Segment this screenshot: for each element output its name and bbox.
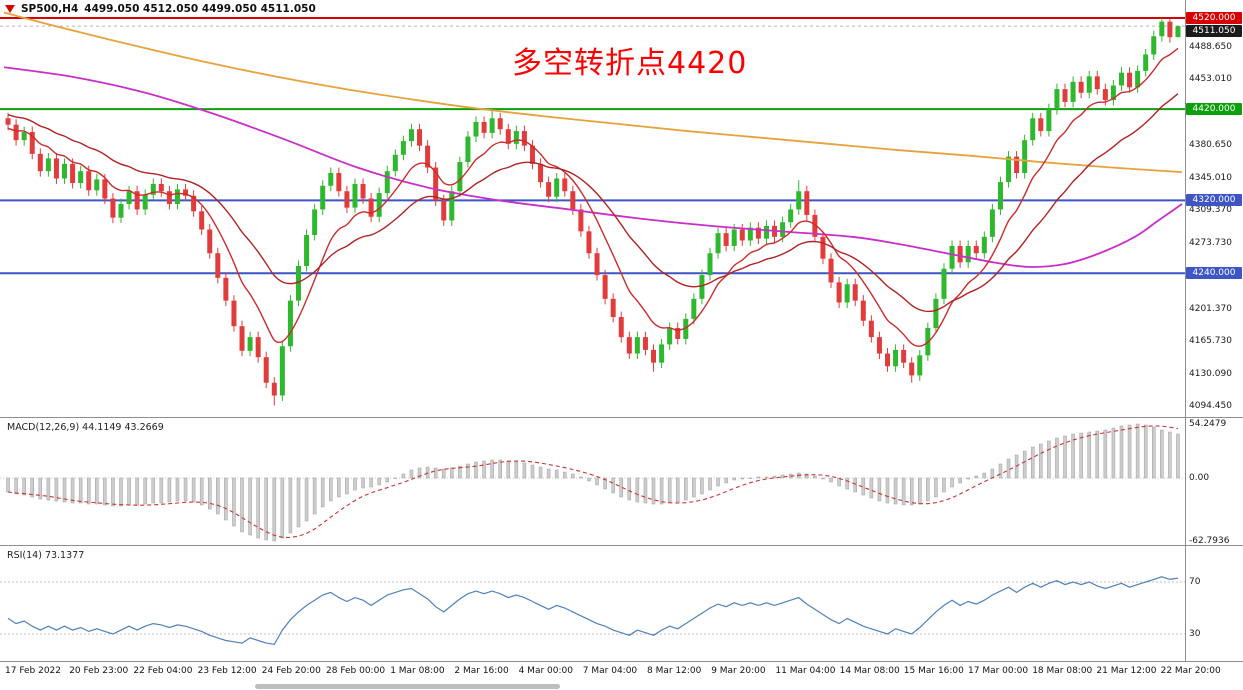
price-axis[interactable]: 4488.650 4453.010 4380.650 4345.010 4309.370… xyxy=(1186,0,1243,662)
symbol-header: SP500,H4 4499.050 4512.050 4499.050 4511… xyxy=(5,3,316,15)
time-label: 20 Feb 23:00 xyxy=(69,666,129,676)
price-badge: 4520.000 xyxy=(1186,12,1242,24)
macd-histogram xyxy=(6,423,1180,542)
time-label: 22 Feb 04:00 xyxy=(133,666,193,676)
price-badge: 4511.050 xyxy=(1186,25,1242,37)
rsi-line xyxy=(7,576,1179,646)
time-label: 9 Mar 20:00 xyxy=(711,666,766,676)
scrollbar-thumb[interactable] xyxy=(255,684,560,689)
time-label: 28 Feb 00:00 xyxy=(326,666,386,676)
time-label: 8 Mar 12:00 xyxy=(647,666,702,676)
time-label: 23 Feb 12:00 xyxy=(197,666,257,676)
price-badge: 4320.000 xyxy=(1186,194,1242,207)
macd-axis-label: -62.7936 xyxy=(1189,535,1230,546)
macd-panel[interactable] xyxy=(0,418,1243,546)
time-label: 18 Mar 08:00 xyxy=(1032,666,1093,676)
rsi-panel[interactable] xyxy=(0,546,1243,662)
time-label: 24 Feb 20:00 xyxy=(261,666,321,676)
price-tick: 4453.010 xyxy=(1189,74,1232,85)
price-chart-canvas[interactable] xyxy=(0,0,1243,417)
horizontal-scrollbar[interactable] xyxy=(0,684,1243,690)
price-tick: 4165.730 xyxy=(1189,336,1232,346)
ma-magenta xyxy=(3,66,1183,268)
rsi-axis-label: 70 xyxy=(1189,577,1201,587)
one-click-trading-expander-icon[interactable] xyxy=(5,5,15,13)
main-chart-panel[interactable] xyxy=(0,0,1243,418)
ma-orange xyxy=(3,11,1183,173)
price-tick: 4273.730 xyxy=(1189,237,1232,248)
price-tick: 4201.370 xyxy=(1189,303,1232,314)
macd-axis-label: 0.00 xyxy=(1189,473,1210,483)
price-tick: 4380.650 xyxy=(1189,140,1232,151)
rsi-axis-label: 30 xyxy=(1189,629,1201,639)
time-label: 4 Mar 00:00 xyxy=(518,666,573,676)
candles-layer xyxy=(5,18,1181,406)
time-label: 1 Mar 08:00 xyxy=(390,666,445,676)
price-tick: 4345.010 xyxy=(1189,172,1232,183)
price-badge: 4420.000 xyxy=(1186,103,1242,116)
macd-axis-label: 54.2479 xyxy=(1189,418,1227,429)
time-label: 15 Mar 16:00 xyxy=(903,666,964,676)
price-tick: 4309.370 xyxy=(1189,205,1232,216)
price-tick: 4094.450 xyxy=(1189,401,1232,411)
rsi-canvas[interactable] xyxy=(0,546,1243,661)
price-tick: 4130.090 xyxy=(1189,368,1232,379)
price-tick: 4488.650 xyxy=(1189,41,1232,52)
ma-red-fast xyxy=(7,47,1179,347)
time-label: 11 Mar 04:00 xyxy=(775,666,836,676)
time-label: 2 Mar 16:00 xyxy=(454,666,509,676)
time-label: 21 Mar 12:00 xyxy=(1096,666,1157,676)
time-label: 17 Mar 00:00 xyxy=(968,666,1029,676)
time-label: 14 Mar 08:00 xyxy=(839,666,900,676)
time-axis[interactable]: 17 Feb 2022 20 Feb 23:00 22 Feb 04:00 23 Fe… xyxy=(0,662,1243,684)
time-label: 17 Feb 2022 xyxy=(5,666,62,676)
macd-canvas[interactable] xyxy=(0,418,1243,545)
macd-indicator-label: MACD(12,26,9) 44.1149 43.2669 xyxy=(7,422,164,433)
symbol-title: SP500,H4 xyxy=(21,3,79,15)
ma-red-slow xyxy=(7,93,1179,313)
rsi-indicator-label: RSI(14) 73.1377 xyxy=(7,550,85,561)
ohlc-readout: 4499.050 4512.050 4499.050 4511.050 xyxy=(84,3,316,15)
macd-signal-line xyxy=(7,425,1179,539)
chart-annotation-text: 多空转折点4420 xyxy=(512,46,748,81)
time-label: 22 Mar 20:00 xyxy=(1160,666,1221,676)
time-label: 7 Mar 04:00 xyxy=(582,666,638,676)
price-badge: 4240.000 xyxy=(1186,267,1242,280)
